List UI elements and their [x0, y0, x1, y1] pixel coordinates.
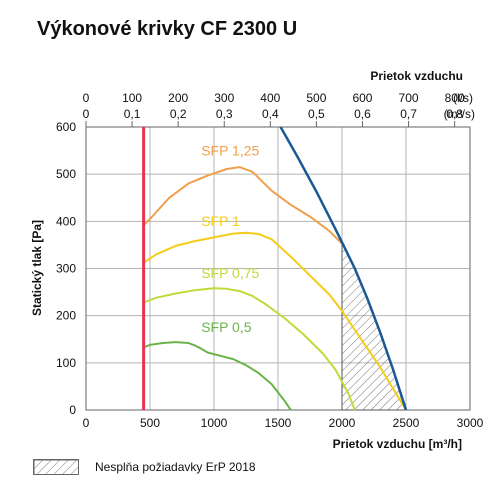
axes-layer [85, 121, 471, 411]
top-m3s-tick-label: 0,4 [262, 107, 279, 121]
top-ls-tick-label: 600 [352, 91, 372, 105]
top-m3s-tick-label: 0 [83, 107, 90, 121]
top-m3s-tick-label: 0,6 [354, 107, 371, 121]
sfp-05-curve-label: SFP 0,5 [201, 319, 252, 335]
x-tick-label: 0 [83, 416, 90, 430]
grid-layer [85, 126, 471, 411]
top-ls-tick-label: 500 [306, 91, 326, 105]
x-tick-label: 3000 [457, 416, 484, 430]
top-m3s-tick-label: 0,2 [170, 107, 187, 121]
sfp-125-curve-label: SFP 1,25 [201, 142, 259, 158]
legend-hatch-swatch [33, 459, 79, 475]
x-tick-label: 2500 [393, 416, 420, 430]
x-tick-label: 1000 [201, 416, 228, 430]
top-ls-tick-label: 300 [214, 91, 234, 105]
sfp-1-curve-label: SFP 1 [201, 213, 240, 229]
top-ls-tick-label: 200 [168, 91, 188, 105]
top-m3s-tick-label: 0,5 [308, 107, 325, 121]
labels-layer: 0 500 1000 1500 2000 2500 30000100200300400500… [56, 91, 484, 430]
top-ls-tick-label: 700 [399, 91, 419, 105]
sfp-125-curve [142, 166, 345, 246]
y-axis-label: Statický tlak [Pa] [30, 220, 44, 316]
top-m3s-tick-label: 0,1 [124, 107, 141, 121]
y-tick-label: 500 [56, 167, 76, 181]
y-tick-label: 400 [56, 214, 76, 228]
top-m3s-tick-label: 0,8 [446, 107, 463, 121]
y-tick-label: 0 [69, 403, 76, 417]
x-tick-label: 1500 [265, 416, 292, 430]
top-m3s-tick-label: 0,3 [216, 107, 233, 121]
top-axis-unit-m3s: (m³/s) [444, 107, 475, 121]
hatch-layer [341, 244, 407, 411]
chart-title: Výkonové krivky CF 2300 U [37, 18, 298, 40]
y-tick-label: 100 [56, 356, 76, 370]
legend: Nesplňa požiadavky ErP 2018 [33, 459, 256, 475]
x-tick-label: 500 [140, 416, 160, 430]
top-ls-tick-label: 400 [260, 91, 280, 105]
top-ls-tick-label: 800 [445, 91, 465, 105]
plot-frame [85, 126, 471, 411]
sfp-1-curve [143, 231, 407, 411]
top-ls-tick-label: 100 [122, 91, 142, 105]
top-axis-unit-ls: (l/s) [453, 91, 473, 105]
sfp-075-curve-label: SFP 0,75 [201, 265, 259, 281]
top-ls-tick-label: 0 [83, 91, 90, 105]
sfp-05-curve [143, 341, 292, 411]
y-tick-label: 200 [56, 309, 76, 323]
y-tick-label: 600 [56, 120, 76, 134]
x-tick-label: 2000 [329, 416, 356, 430]
x-axis-label: Prietok vzduchu [m³/h] [333, 437, 462, 451]
erp-hatch-region [341, 244, 407, 411]
top-m3s-tick-label: 0,7 [400, 107, 417, 121]
y-tick-label: 300 [56, 262, 76, 276]
top-axis-title: Prietok vzduchu [370, 69, 463, 83]
series-layer [142, 126, 408, 411]
sfp-075-curve [143, 287, 356, 411]
max-performance-curve [279, 126, 408, 411]
legend-label: Nesplňa požiadavky ErP 2018 [95, 460, 256, 474]
